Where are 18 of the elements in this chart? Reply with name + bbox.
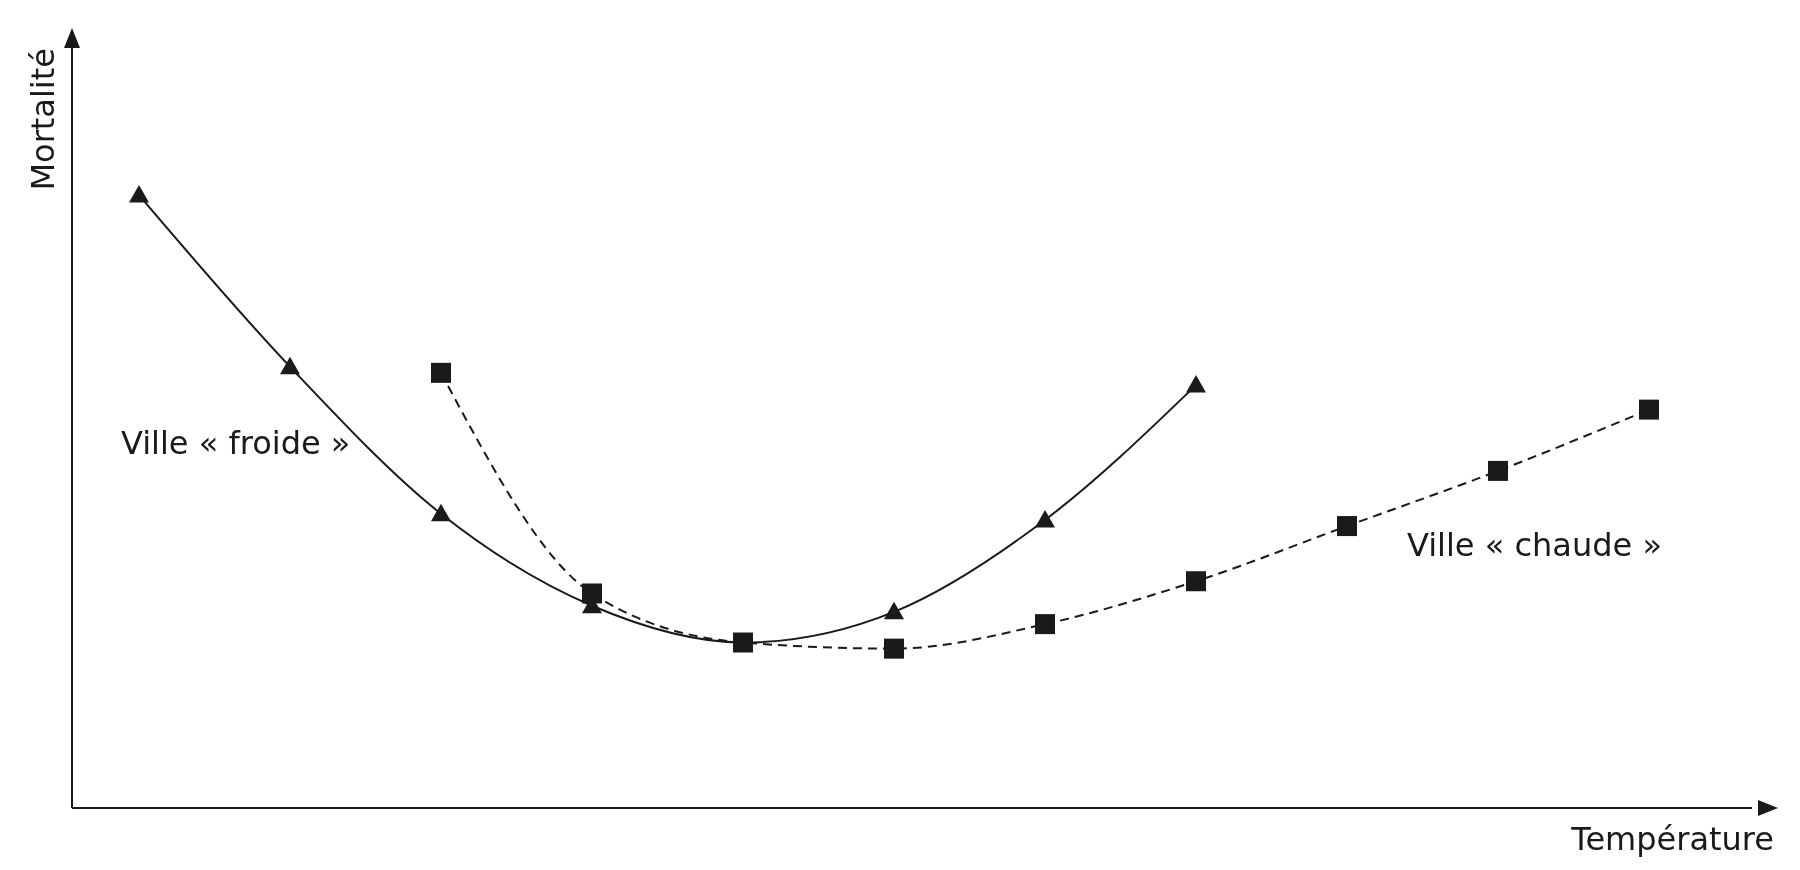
- point: [582, 583, 602, 604]
- series-label: Ville « froide »: [121, 423, 351, 462]
- point: [129, 185, 149, 203]
- point: [1488, 460, 1508, 481]
- point: [884, 638, 904, 659]
- point: [1337, 516, 1357, 537]
- point: [1035, 614, 1055, 635]
- point: [1186, 375, 1206, 393]
- point: [1035, 509, 1055, 528]
- point: [431, 362, 451, 383]
- y-axis-title: Mortalité: [24, 48, 62, 191]
- point: [431, 503, 451, 522]
- point: [1186, 571, 1206, 592]
- x-axis-title: Température: [1570, 820, 1774, 858]
- point: [1639, 399, 1659, 420]
- series-label: Ville « chaude »: [1407, 526, 1662, 565]
- point: [884, 601, 904, 620]
- point: [280, 356, 300, 375]
